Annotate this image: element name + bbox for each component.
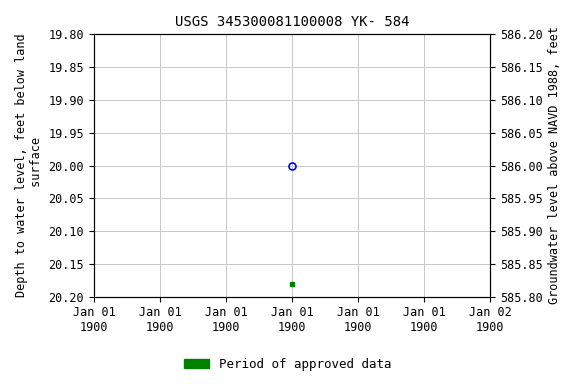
- Y-axis label: Depth to water level, feet below land
 surface: Depth to water level, feet below land su…: [15, 34, 43, 297]
- Legend: Period of approved data: Period of approved data: [179, 353, 397, 376]
- Y-axis label: Groundwater level above NAVD 1988, feet: Groundwater level above NAVD 1988, feet: [548, 26, 561, 305]
- Title: USGS 345300081100008 YK- 584: USGS 345300081100008 YK- 584: [175, 15, 409, 29]
